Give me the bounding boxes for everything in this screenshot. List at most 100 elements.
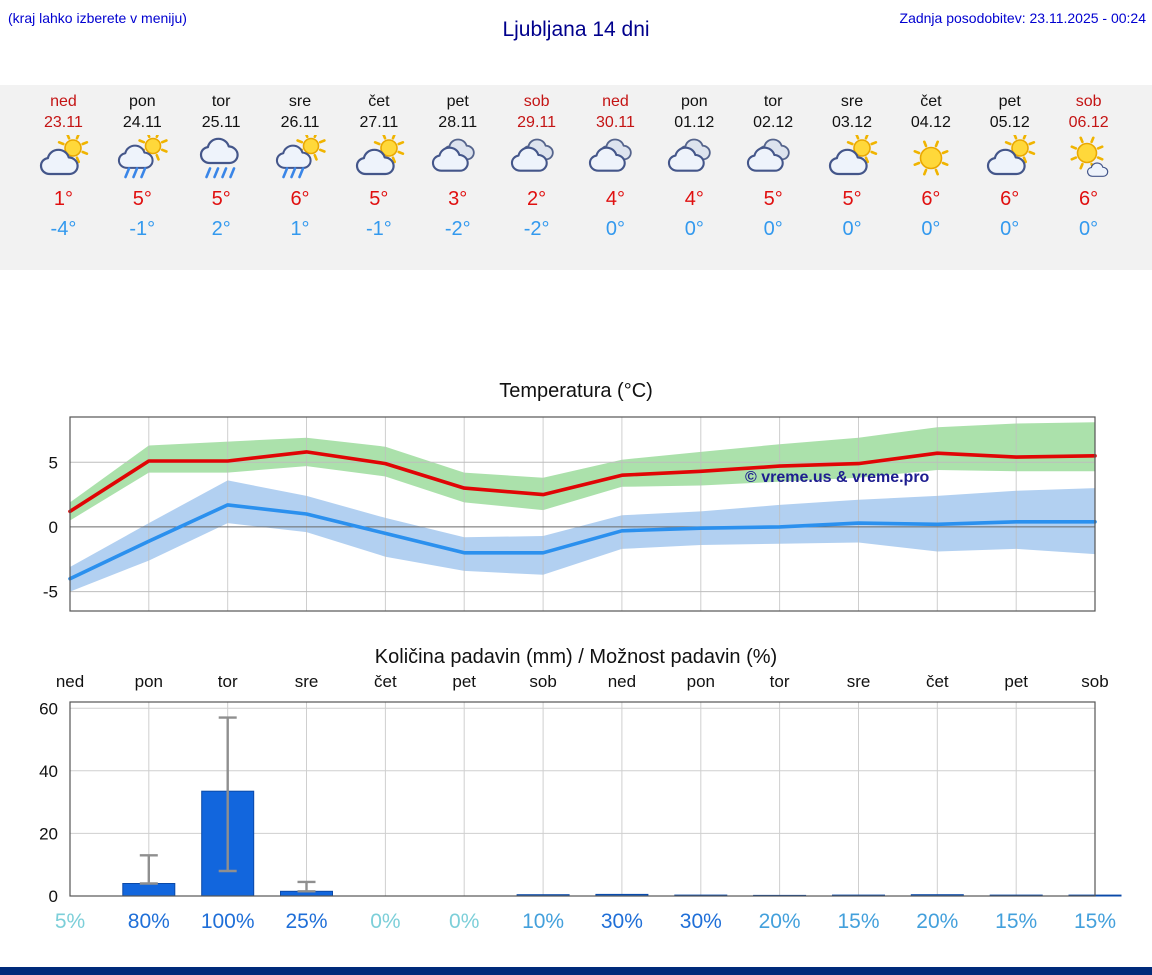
temp-min: -2° [444, 218, 471, 240]
svg-text:60: 60 [39, 699, 58, 718]
forecast-day-1: pon 24.11 5° -1° [103, 85, 182, 270]
day-name: čet [920, 93, 942, 110]
temp-max: 6° [1079, 188, 1099, 210]
day-date: 24.11 [122, 114, 162, 131]
day-date: 29.11 [517, 114, 557, 131]
cloudy-icon [576, 135, 655, 185]
day-name: tor [211, 93, 231, 110]
svg-text:5: 5 [49, 453, 58, 472]
cloudy-icon [418, 135, 497, 185]
temp-max: 6° [290, 188, 310, 210]
svg-text:čet: čet [926, 672, 949, 691]
day-date: 06.12 [1068, 114, 1109, 131]
forecast-day-7: ned 30.11 4° 0° [576, 85, 655, 270]
temperature-chart-title: Temperatura (°C) [499, 380, 653, 402]
svg-text:sob: sob [529, 672, 556, 691]
cloudy-icon [655, 135, 734, 185]
day-name: ned [50, 93, 77, 110]
forecast-day-5: pet 28.11 3° -2° [418, 85, 497, 270]
svg-text:5%: 5% [55, 910, 85, 933]
temp-max: 6° [921, 188, 941, 210]
precipitation-chart-title: Količina padavin (mm) / Možnost padavin … [374, 646, 778, 668]
forecast-day-9: tor 02.12 5° 0° [734, 85, 813, 270]
svg-text:15%: 15% [837, 910, 879, 933]
svg-text:tor: tor [770, 672, 790, 691]
forecast-strip: ned 23.11 1° -4° pon 24.11 5° -1° tor 25.11 5° 2° sr… [0, 85, 1152, 270]
forecast-day-13: sob 06.12 6° 0° [1049, 85, 1128, 270]
day-date: 01.12 [674, 114, 715, 131]
svg-text:tor: tor [218, 672, 238, 691]
svg-text:0%: 0% [449, 910, 479, 933]
weather-page: (kraj lahko izberete v meniju) Ljubljana… [0, 10, 1152, 975]
sun-cloud-rain-icon [103, 131, 182, 185]
day-name: pon [680, 93, 708, 110]
temp-min: 0° [1079, 218, 1099, 240]
temp-min: -4° [50, 218, 77, 240]
forecast-day-11: čet 04.12 6° 0° [891, 85, 970, 270]
temp-max: 5° [842, 188, 862, 210]
svg-text:0%: 0% [370, 910, 400, 933]
cloud-rain-icon [182, 135, 261, 185]
temp-min: 0° [921, 218, 941, 240]
svg-text:čet: čet [374, 672, 397, 691]
temp-max: 6° [1000, 188, 1020, 210]
day-name: sre [840, 93, 864, 110]
sun-cloud-icon [24, 132, 103, 185]
svg-text:30%: 30% [601, 910, 643, 933]
svg-text:ned: ned [608, 672, 636, 691]
svg-text:15%: 15% [995, 910, 1037, 933]
temp-max: 5° [132, 188, 152, 210]
temp-min: 2° [211, 218, 231, 240]
day-date: 02.12 [753, 114, 794, 131]
day-name: ned [602, 93, 629, 110]
temp-min: 1° [290, 218, 310, 240]
sun-small-cloud-icon [1049, 135, 1128, 185]
day-date: 26.11 [280, 114, 320, 131]
temp-min: 0° [842, 218, 862, 240]
forecast-day-6: sob 29.11 2° -2° [497, 85, 576, 270]
day-date: 28.11 [438, 114, 478, 131]
svg-text:15%: 15% [1074, 910, 1116, 933]
svg-text:sre: sre [847, 672, 871, 691]
forecast-day-12: pet 05.12 6° 0° [970, 85, 1049, 270]
last-update-text: Zadnja posodobitev: 23.11.2025 - 00:24 [899, 10, 1146, 26]
svg-text:pet: pet [1004, 672, 1028, 691]
svg-text:30%: 30% [680, 910, 722, 933]
bottom-bar [0, 967, 1152, 975]
day-name: tor [763, 93, 783, 110]
temp-max: 3° [448, 188, 468, 210]
temp-max: 2° [527, 188, 547, 210]
svg-text:-5: -5 [43, 583, 58, 602]
svg-text:pon: pon [135, 672, 163, 691]
temp-max: 4° [605, 188, 625, 210]
svg-text:20%: 20% [916, 910, 958, 933]
temp-min: 0° [763, 218, 783, 240]
svg-text:20%: 20% [759, 910, 801, 933]
cloudy-icon [497, 135, 576, 185]
svg-text:10%: 10% [522, 910, 564, 933]
svg-text:100%: 100% [201, 910, 255, 933]
temp-min: 0° [1000, 218, 1020, 240]
sun-cloud-icon [970, 132, 1049, 185]
svg-text:ned: ned [56, 672, 84, 691]
svg-text:sob: sob [1081, 672, 1108, 691]
forecast-day-3: sre 26.11 6° 1° [261, 85, 340, 270]
temp-min: 0° [605, 218, 625, 240]
svg-text:80%: 80% [128, 910, 170, 933]
svg-text:pon: pon [687, 672, 715, 691]
temp-min: -1° [365, 218, 392, 240]
day-name: sob [1075, 93, 1102, 110]
temperature-chart: -5 0 5 © vreme.us & vreme.pro [43, 416, 1097, 612]
page-title: Ljubljana 14 dni [502, 18, 650, 41]
day-date: 25.11 [201, 114, 241, 131]
menu-hint-link[interactable]: (kraj lahko izberete v meniju) [8, 10, 187, 26]
temp-max: 4° [684, 188, 704, 210]
svg-text:0: 0 [49, 887, 58, 906]
forecast-day-10: sre 03.12 5° 0° [813, 85, 892, 270]
sun-cloud-rain-icon [261, 131, 340, 185]
day-date: 03.12 [832, 114, 873, 131]
temp-min: 0° [684, 218, 704, 240]
day-date: 27.11 [359, 114, 399, 131]
day-name: pon [128, 93, 156, 110]
day-date: 04.12 [910, 114, 951, 131]
